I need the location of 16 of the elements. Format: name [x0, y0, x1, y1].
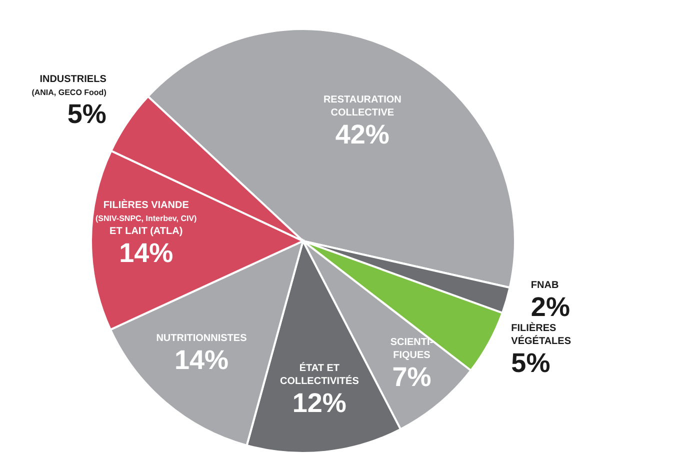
slice-label: NUTRITIONNISTES	[156, 333, 248, 344]
slice-label: INDUSTRIELS (ANIA, GECO Food)	[32, 74, 107, 97]
data-label: 14%	[174, 345, 228, 376]
data-label: 12%	[292, 388, 346, 418]
slice-label: RESTAURATION COLLECTIVE	[323, 94, 402, 119]
data-label: 2%	[530, 292, 570, 322]
data-label: 42%	[335, 120, 390, 150]
slice-label: FILIÈRES VIANDE (SNIV-SNPC, Interbev, CIV) ET LAIT (ATLA)	[96, 198, 198, 237]
slice-label: FILIÈRES VÉGÉTALES	[511, 322, 572, 348]
data-label: 5%	[67, 98, 106, 129]
slice-label: FNAB	[530, 280, 559, 292]
slice-label: SCIENTI- FIQUES	[390, 337, 434, 362]
slice-label: ÉTAT ET COLLECTIVITÉS	[280, 362, 360, 388]
data-label: 5%	[511, 348, 550, 378]
data-label: 7%	[392, 362, 432, 392]
data-label: 14%	[119, 238, 174, 268]
